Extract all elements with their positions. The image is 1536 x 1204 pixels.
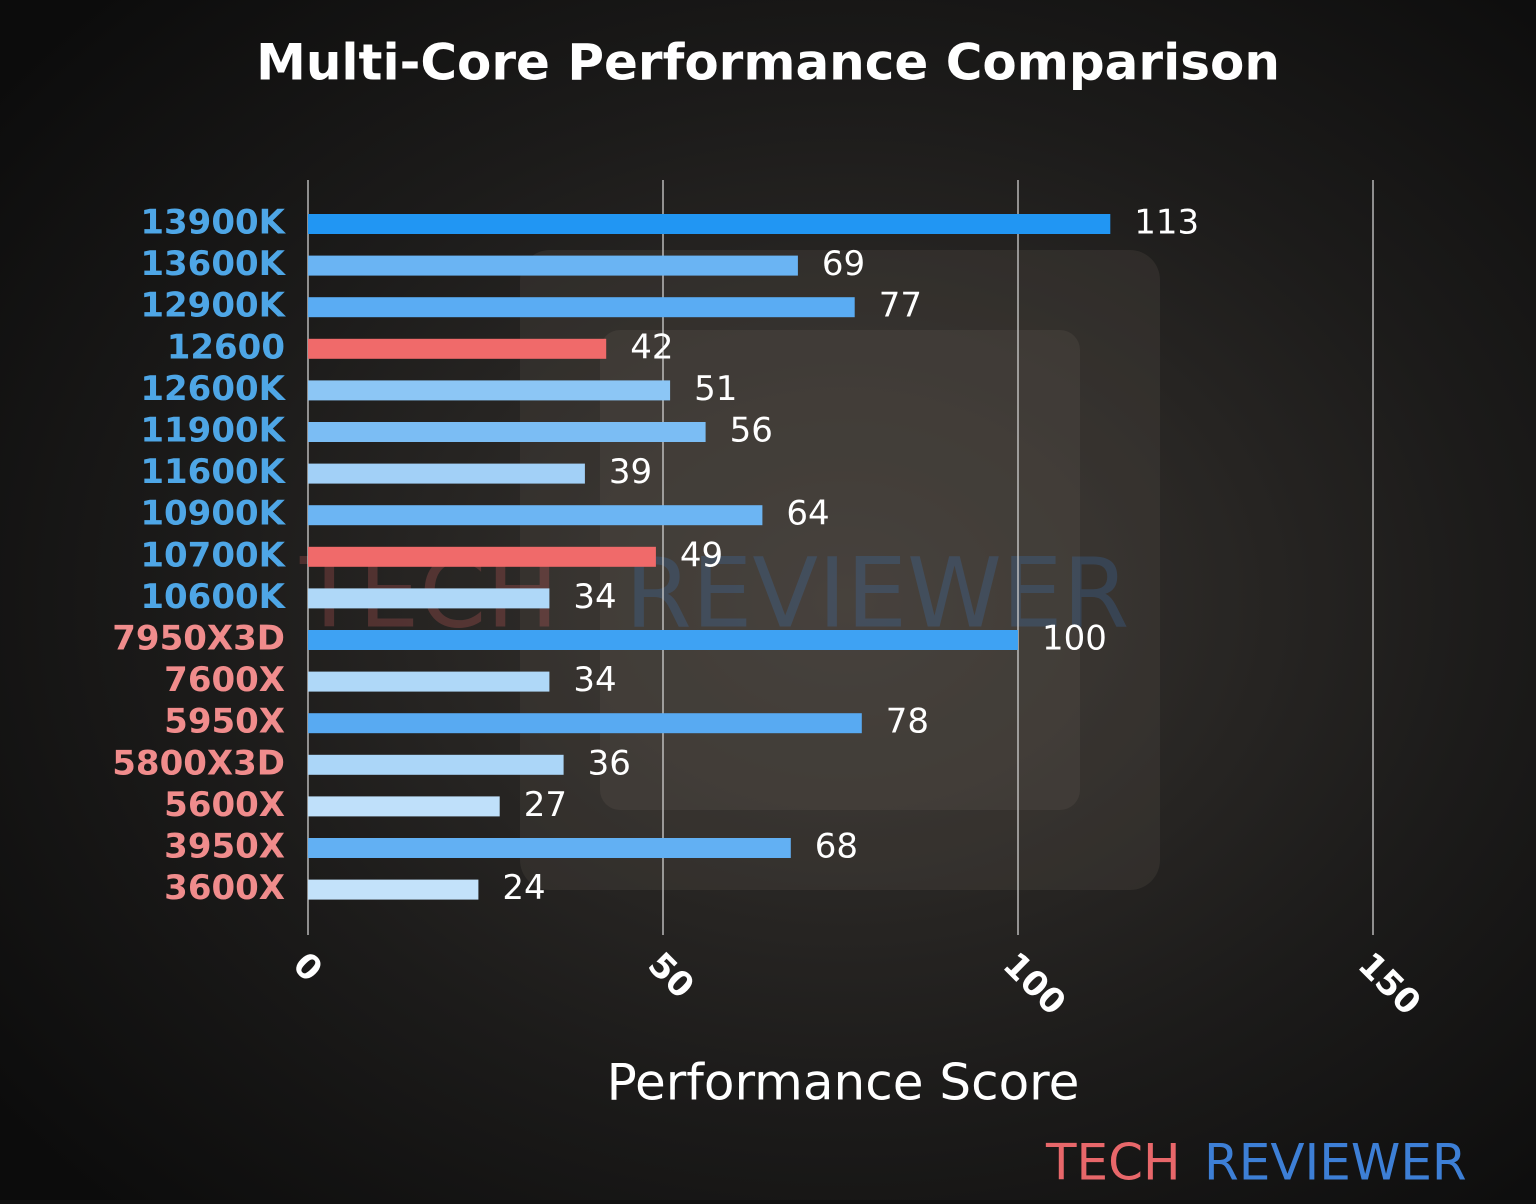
chart-title: Multi-Core Performance Comparison — [256, 34, 1280, 92]
value-label: 36 — [588, 743, 631, 783]
y-tick-label: 10700K — [140, 535, 286, 575]
bar — [308, 422, 706, 442]
bar — [308, 380, 671, 401]
bar — [308, 713, 862, 734]
logo-reviewer: REVIEWER — [1204, 1134, 1467, 1192]
y-tick-label: 10900K — [140, 494, 286, 534]
value-label: 69 — [822, 244, 865, 284]
y-tick-label: 7950X3D — [112, 619, 285, 659]
y-tick-label: 5950X — [164, 702, 285, 742]
value-label: 34 — [573, 577, 616, 617]
y-tick-label: 3600X — [164, 868, 285, 908]
y-tick-label: 13600K — [140, 244, 286, 284]
y-tick-label: 11900K — [140, 411, 286, 451]
value-label: 24 — [502, 868, 545, 908]
y-tick-label: 7600X — [164, 660, 285, 700]
bar — [308, 796, 500, 817]
value-label: 64 — [786, 494, 829, 534]
value-label: 34 — [573, 660, 616, 700]
y-tick-label: 12600 — [167, 327, 285, 367]
x-axis-label: Performance Score — [607, 1054, 1080, 1112]
value-label: 39 — [609, 452, 652, 492]
y-tick-label: 12600K — [140, 369, 286, 409]
y-tick-label: 3950X — [164, 827, 285, 867]
bar — [308, 255, 798, 276]
bar — [308, 630, 1018, 650]
bar — [308, 546, 656, 567]
bar — [308, 338, 607, 359]
value-label: 100 — [1042, 619, 1107, 659]
bar — [308, 671, 550, 692]
bar — [308, 297, 855, 318]
y-tick-label: 12900K — [140, 286, 286, 326]
y-tick-label: 5800X3D — [112, 743, 285, 783]
y-tick-label: 10600K — [140, 577, 286, 617]
logo-tech: TECH — [1045, 1134, 1181, 1192]
value-label: 113 — [1134, 203, 1199, 243]
value-label: 56 — [730, 411, 773, 451]
bar — [308, 879, 479, 900]
bar — [308, 588, 550, 609]
value-label: 42 — [630, 327, 673, 367]
cpu-shape — [600, 330, 1080, 810]
bar — [308, 214, 1111, 234]
y-tick-label: 5600X — [164, 785, 285, 825]
value-label: 77 — [879, 286, 922, 326]
bar — [308, 463, 585, 484]
bar — [308, 754, 564, 775]
value-label: 68 — [815, 827, 858, 867]
value-label: 78 — [886, 702, 929, 742]
y-tick-label: 13900K — [140, 203, 286, 243]
y-tick-label: 11600K — [140, 452, 286, 492]
value-label: 51 — [694, 369, 737, 409]
bar — [308, 838, 791, 858]
value-label: 27 — [524, 785, 567, 825]
bar — [308, 505, 763, 526]
value-label: 49 — [680, 535, 723, 575]
